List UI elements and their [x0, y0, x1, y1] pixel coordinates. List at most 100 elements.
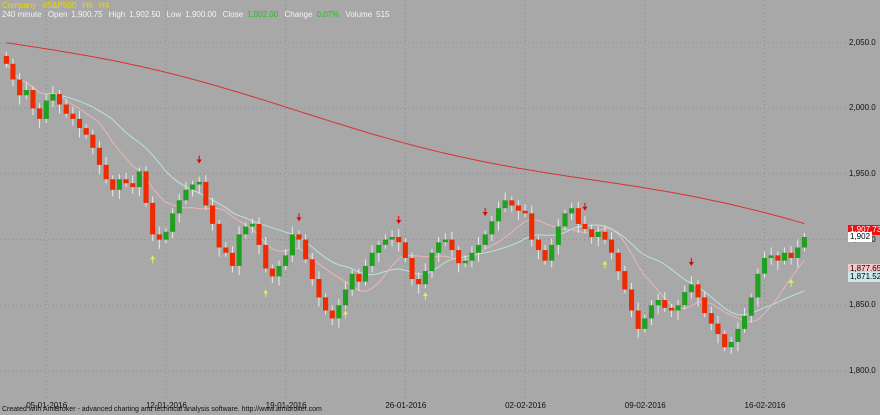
x-tick-label: 09-02-2016 [624, 401, 666, 410]
close-label: Close [222, 10, 244, 19]
sell-signal-arrow [482, 212, 488, 217]
candle-body [23, 90, 29, 96]
candle-body [655, 300, 661, 306]
last-value-label: 1,871.52 [848, 272, 880, 283]
candle-body [116, 179, 122, 190]
candle-body [496, 208, 502, 222]
high-label: High [108, 10, 126, 19]
candle-body [781, 252, 787, 261]
candle-body [216, 223, 222, 248]
candle-body [289, 234, 295, 256]
candle-body [123, 179, 129, 184]
candle-body [708, 313, 714, 324]
change-label: Change [284, 10, 313, 19]
y-tick-label: 1,800.0 [849, 365, 876, 375]
candle-body [190, 184, 196, 190]
timeframe-label: 240 minute [2, 10, 42, 19]
candle-body [575, 208, 581, 224]
company-label: Company [2, 1, 37, 10]
candle-body [715, 323, 721, 335]
ma-fast-line [5, 63, 805, 323]
candle-body [642, 318, 648, 329]
candle-body [70, 113, 76, 119]
footer-credit: Created with AmiBroker - advanced charti… [2, 406, 322, 413]
candle-body [622, 271, 628, 290]
candle-body [283, 255, 289, 266]
candle-body [442, 239, 448, 243]
candle-body [309, 259, 315, 279]
candle-body [688, 284, 694, 293]
buy-signal-arrow [788, 279, 794, 284]
candle-body [675, 305, 681, 311]
candle-body [462, 260, 468, 264]
candle-body [409, 258, 415, 279]
candle-body [682, 292, 688, 306]
candle-body [96, 147, 102, 165]
buy-signal-arrow [422, 292, 428, 297]
candle-body [156, 234, 162, 240]
candle-body [43, 100, 49, 119]
candle-body [615, 252, 621, 272]
candle-body [249, 223, 255, 227]
candle-body [10, 63, 16, 80]
candle-body [17, 79, 23, 96]
buy-signal-arrow [263, 289, 269, 294]
candle-body [369, 252, 375, 266]
price-axis[interactable]: 2,050.02,000.01,950.01,900.01,850.01,800… [846, 0, 880, 398]
candle-body [469, 252, 475, 261]
candle-body [83, 128, 89, 135]
candle-body [329, 310, 335, 319]
candle-body [103, 164, 109, 180]
price-chart-pane[interactable]: Company #S&P500 H6 H4 240 minute Open 1,9… [0, 0, 847, 398]
candle-body [150, 202, 156, 235]
timeframe-code: H4 [99, 1, 110, 10]
candle-body [376, 244, 382, 253]
candle-body [668, 307, 674, 311]
candle-body [210, 205, 216, 224]
buy-signal-arrow [602, 260, 608, 265]
candle-body [509, 200, 515, 206]
candle-body [742, 315, 748, 329]
price-chart-plot[interactable] [0, 0, 846, 398]
close-value: 1,902.00 [247, 10, 279, 19]
candle-body [648, 305, 654, 319]
candle-body [269, 268, 275, 277]
candle-body [449, 239, 455, 251]
candle-body [196, 181, 202, 185]
candle-body [143, 171, 149, 203]
candle-body [595, 231, 601, 237]
candle-body [662, 300, 668, 308]
y-tick-label: 2,050.0 [849, 37, 876, 47]
candle-body [788, 252, 794, 258]
candle-body [755, 273, 761, 298]
candle-body [429, 252, 435, 272]
candle-body [362, 265, 368, 282]
candle-body [110, 179, 116, 190]
candle-body [349, 273, 355, 290]
x-tick-label: 16-02-2016 [744, 401, 786, 410]
candle-body [396, 237, 402, 243]
candle-body [456, 250, 462, 264]
x-tick-label: 19-01-2016 [265, 401, 307, 410]
candle-body [50, 94, 56, 101]
candle-body [602, 231, 608, 240]
x-tick-label: 05-01-2016 [26, 401, 68, 410]
candle-body [323, 297, 329, 311]
candle-body [529, 213, 535, 240]
ma-slow-line [6, 42, 805, 225]
candle-body [635, 310, 641, 329]
candle-body [795, 247, 801, 258]
candle-body [582, 223, 588, 230]
candle-body [37, 108, 43, 119]
candle-body [735, 328, 741, 342]
sell-signal-arrow [296, 217, 302, 222]
symbol-label: #S&P500 [42, 1, 77, 10]
symbol-suffix: H6 [82, 1, 93, 10]
candle-body [762, 258, 768, 274]
candle-body [382, 239, 388, 245]
candle-body [336, 305, 342, 319]
candle-body [502, 200, 508, 209]
candle-body [296, 234, 302, 240]
candle-body [535, 239, 541, 251]
candle-body [263, 244, 269, 269]
